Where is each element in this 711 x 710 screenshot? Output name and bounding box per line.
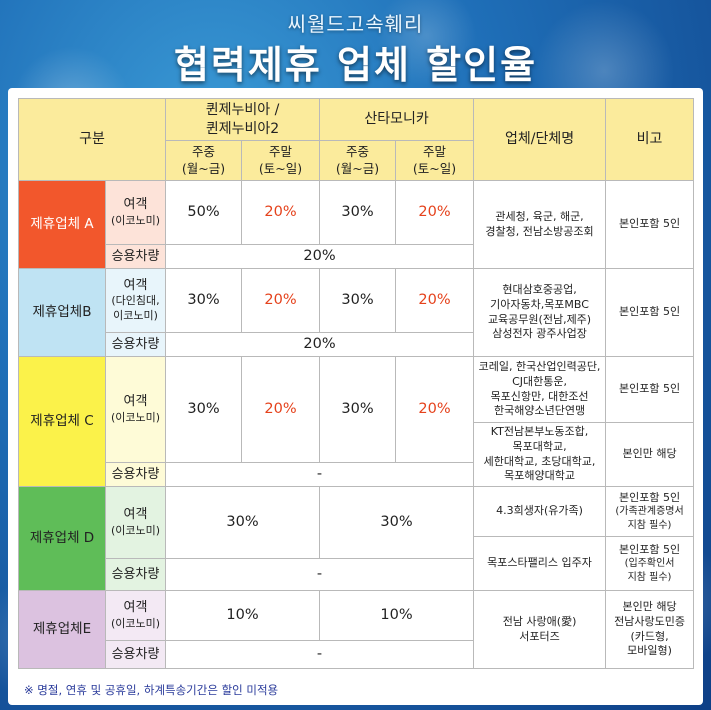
note-main: 본인포함 5인 [618,542,681,556]
table-row: 승용차량 - [19,558,694,591]
rate-cell: 10% [319,590,475,641]
rate-cell: 30% [165,356,243,463]
car-rate: - [165,558,475,591]
car-rate: - [165,462,475,487]
note-sub: (입주확인서 지참 필수) [624,558,675,583]
passenger-type: 여객 (다인침대, 이코노미) [104,268,167,333]
org-cell: KT전남본부노동조합, 목포대학교, 세한대학교, 초당대학교, 목포해양대학교 [473,422,607,487]
table-row: 승용차량 - [19,640,694,669]
car-label: 승용차량 [104,640,167,669]
rate-cell: 20% [395,180,475,245]
note-cell: 본인포함 5인 (입주확인서 지참 필수) [605,536,695,591]
passenger-type: 여객 (이코노미) [104,486,167,559]
table-row: 승용차량 20% [19,332,694,357]
category-e: 제휴업체E [18,590,106,669]
header-queen-jenuvia: 퀸제누비아 / 퀸제누비아2 [165,98,321,141]
org-cell: 관세청, 육군, 해군, 경찰청, 전남소방공조회 [473,180,607,269]
table-header-row: 구분 퀸제누비아 / 퀸제누비아2 산타모니카 업체/단체명 비고 [17,98,695,181]
passenger-class: (이코노미) [110,616,161,630]
discount-table: 구분 퀸제누비아 / 퀸제누비아2 산타모니카 업체/단체명 비고 주중 (월~… [17,98,695,669]
rate-cell: 30% [165,486,321,559]
note-sub: (가족관계증명서 지참 필수) [615,506,684,531]
rate-cell: 20% [241,268,321,333]
table-row: 제휴업체 C 여객 (이코노미) 30% 20% 30% 20% 코레일, 한국… [18,356,695,487]
passenger-label: 여객 [123,394,148,410]
category-a: 제휴업체 A [18,180,106,269]
passenger-class: (이코노미) [110,410,161,424]
org-cell: 목포스타팰리스 입주자 [473,536,607,591]
company-name: 씨월드고속훼리 [287,12,424,36]
rate-cell: 10% [165,590,321,641]
rate-cell: 30% [319,180,397,245]
car-label: 승용차량 [104,332,167,357]
car-label: 승용차량 [104,244,167,269]
page-title: 협력제휴 업체 할인율 [173,43,538,87]
rate-cell: 50% [165,180,243,245]
table-row: 목포스타팰리스 입주자 본인포함 5인 (입주확인서 지참 필수) [19,536,695,591]
note-cell: 본인만 해당 [605,422,695,487]
header-category: 구분 [17,98,167,181]
header-note: 비고 [605,98,695,181]
table-row: KT전남본부노동조합, 목포대학교, 세한대학교, 초당대학교, 목포해양대학교… [19,422,695,487]
org-cell: 현대삼호중공업, 기아자동차,목포MBC 교육공무원(전남,제주) 삼성전자 광… [473,268,607,357]
header-santa-monica: 산타모니카 [319,98,475,141]
org-cell: 코레일, 한국산업인력공단, CJ대한통운, 목포신항만, 대한조선 한국해양소… [473,356,607,423]
rate-cell: 20% [241,180,321,245]
rate-cell: 20% [241,356,321,463]
car-rate: 20% [165,244,475,269]
footnote: ※ 명절, 연휴 및 공휴일, 하계특송기간은 할인 미적용 [24,683,279,697]
header-weekday-1: 주중 (월~금) [165,140,243,181]
header-weekend-1: 주말 (토~일) [241,140,321,181]
car-label: 승용차량 [104,558,167,591]
rate-cell: 20% [395,268,475,333]
table-row: 제휴업체B 여객 (다인침대, 이코노미) 30% 20% 30% 20% 현대… [18,268,695,357]
table-row: 제휴업체 A 여객 (이코노미) 50% 20% 30% 20% 관세청, 육군… [18,180,695,269]
note-cell: 본인포함 5인 [605,180,695,269]
passenger-type: 여객 (이코노미) [104,356,167,463]
table-row: 제휴업체 D 여객 (이코노미) 30% 30% 4.3희생자(유가족) 본인포… [18,486,695,591]
note-cell: 본인포함 5인 [605,356,695,423]
rate-cell: 30% [165,268,243,333]
note-main: 본인포함 5인 [618,490,681,504]
category-b: 제휴업체B [18,268,106,357]
note-cell: 본인포함 5인 [605,268,695,357]
org-cell: 4.3희생자(유가족) [473,486,607,537]
passenger-class: (이코노미) [110,213,161,227]
page-header: 씨월드고속훼리 협력제휴 업체 할인율 [0,0,711,90]
note-cell: 본인만 해당 전남사랑도민증 (카드형, 모바일형) [605,590,695,669]
rate-cell: 30% [319,268,397,333]
content-panel: 구분 퀸제누비아 / 퀸제누비아2 산타모니카 업체/단체명 비고 주중 (월~… [8,88,703,705]
rate-cell: 30% [319,486,475,559]
car-rate: - [165,640,475,669]
passenger-label: 여객 [123,197,148,213]
category-d: 제휴업체 D [18,486,106,591]
passenger-label: 여객 [123,507,148,523]
rate-cell: 30% [319,356,397,463]
car-label: 승용차량 [104,462,167,487]
passenger-label: 여객 [123,277,148,293]
category-c: 제휴업체 C [18,356,106,487]
passenger-type: 여객 (이코노미) [104,180,167,245]
passenger-label: 여객 [123,600,148,616]
header-weekday-2: 주중 (월~금) [319,140,397,181]
passenger-class: (다인침대, 이코노미) [111,294,160,323]
passenger-type: 여객 (이코노미) [104,590,167,641]
passenger-class: (이코노미) [110,523,161,537]
rate-cell: 20% [395,356,475,463]
table-row: 승용차량 20% [19,244,694,269]
header-org: 업체/단체명 [473,98,607,181]
org-cell: 전남 사랑애(愛) 서포터즈 [473,590,607,669]
table-row: 제휴업체E 여객 (이코노미) 10% 10% 전남 사랑애(愛) 서포터즈 본… [18,590,695,669]
header-weekend-2: 주말 (토~일) [395,140,475,181]
car-rate: 20% [165,332,475,357]
note-cell: 본인포함 5인 (가족관계증명서 지참 필수) [605,486,695,537]
